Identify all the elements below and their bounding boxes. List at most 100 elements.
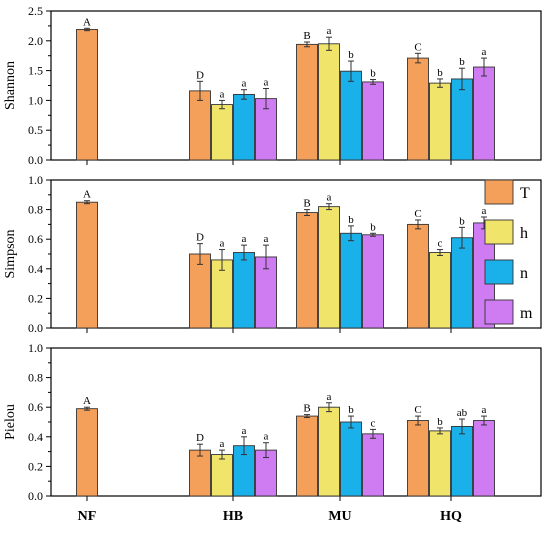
bar-mu-m <box>362 81 384 161</box>
y-tick-label: 0.0 <box>28 321 43 335</box>
y-tick-label: 0.0 <box>28 153 43 167</box>
bar-hq-n <box>451 78 473 161</box>
bar-nf-T <box>76 29 98 161</box>
bar-mu-T <box>296 212 318 329</box>
bar-hq-h <box>429 252 451 329</box>
y-tick-label: 0.8 <box>28 371 43 385</box>
significance-label: c <box>438 238 443 250</box>
significance-label: D <box>196 432 204 444</box>
significance-label: A <box>83 16 91 28</box>
bar-mu-T <box>296 415 318 497</box>
legend-label: h <box>520 225 528 242</box>
bar-hb-T <box>189 90 211 161</box>
y-tick-label: 0.5 <box>28 123 43 137</box>
bar-hb-T <box>189 449 211 497</box>
bar-mu-h <box>318 43 340 161</box>
significance-label: D <box>196 69 204 81</box>
significance-label: a <box>220 238 225 250</box>
panel-shannon: 0.0 0.5 1.0 1.5 2.0 2.5 Shannon A Da a a B a b b Cb b a <box>3 4 542 167</box>
y-tick-label: 0.6 <box>28 400 43 414</box>
y-tick-label: 1.0 <box>28 341 43 355</box>
significance-label: b <box>437 416 443 428</box>
bar-hb-h <box>211 454 233 497</box>
x-category-label: HQ <box>440 509 462 524</box>
y-axis-label: Shannon <box>3 61 18 110</box>
significance-label: b <box>348 214 354 226</box>
x-category-label: NF <box>78 509 97 524</box>
panel-simpson: 0.0 0.2 0.4 0.6 0.8 1.0 Simpson A D a a a B a b b Cc b a <box>3 173 542 335</box>
bar-mu-m <box>362 234 384 329</box>
bar-hq-h <box>429 82 451 161</box>
y-tick-label: 1.5 <box>28 64 43 78</box>
y-tick-label: 2.0 <box>28 34 43 48</box>
bar-nf-T <box>76 201 98 329</box>
bar-hq-n <box>451 237 473 329</box>
significance-label: a <box>264 76 269 88</box>
y-tick-label: 0.6 <box>28 232 43 246</box>
significance-label: A <box>83 395 91 407</box>
bar-mu-n <box>340 232 362 329</box>
bar-hq-h <box>429 430 451 497</box>
bar-mu-n <box>340 421 362 497</box>
significance-label: a <box>220 438 225 450</box>
bar-nf-T <box>76 408 98 497</box>
bar-hq-m <box>473 66 495 161</box>
legend-swatch-m <box>484 299 514 325</box>
y-tick-label: 0.2 <box>28 459 43 473</box>
bar-mu-T <box>296 43 318 161</box>
bar-mu-h <box>318 206 340 329</box>
bar-mu-n <box>340 70 362 161</box>
y-tick-label: 0.4 <box>28 262 43 276</box>
significance-label: a <box>327 391 332 403</box>
significance-label: b <box>459 215 465 227</box>
significance-label: C <box>414 41 421 53</box>
bar-hq-T <box>407 420 429 497</box>
legend-label: m <box>520 305 533 322</box>
y-tick-label: 0.2 <box>28 291 43 305</box>
significance-label: D <box>196 232 204 244</box>
y-tick-label: 0.8 <box>28 203 43 217</box>
significance-label: B <box>303 30 310 42</box>
significance-label: B <box>303 198 310 210</box>
significance-label: ab <box>457 407 468 419</box>
significance-label: c <box>371 417 376 429</box>
significance-label: b <box>370 221 376 233</box>
significance-label: a <box>327 25 332 37</box>
x-category-labels: NF HB MU HQ <box>78 509 462 524</box>
significance-label: C <box>414 208 421 220</box>
significance-label: a <box>242 233 247 245</box>
significance-label: b <box>459 56 465 68</box>
y-axis-label: Pielou <box>3 404 18 440</box>
bar-hq-m <box>473 420 495 497</box>
bar-mu-h <box>318 406 340 497</box>
significance-label: b <box>437 67 443 79</box>
significance-label: a <box>264 233 269 245</box>
y-tick-label: 0.4 <box>28 430 43 444</box>
significance-label: b <box>348 49 354 61</box>
legend-label: n <box>520 265 528 282</box>
significance-label: a <box>220 88 225 100</box>
legend-swatch-h <box>484 219 514 245</box>
legend-label: T <box>520 185 530 202</box>
significance-label: a <box>482 404 487 416</box>
significance-label: b <box>370 68 376 80</box>
significance-label: a <box>242 425 247 437</box>
y-tick-label: 0.0 <box>28 489 43 503</box>
x-category-label: HB <box>223 509 243 524</box>
bar-hq-T <box>407 223 429 329</box>
y-tick-label: 2.5 <box>28 4 43 18</box>
bar-mu-m <box>362 433 384 497</box>
y-tick-label: 1.0 <box>28 93 43 107</box>
bar-hb-n <box>233 252 255 329</box>
x-category-label: MU <box>328 509 351 524</box>
bar-hq-T <box>407 57 429 161</box>
significance-label: a <box>264 431 269 443</box>
legend-swatch-T <box>484 179 514 205</box>
significance-label: a <box>242 78 247 90</box>
bar-hq-n <box>451 425 473 497</box>
significance-label: b <box>348 404 354 416</box>
significance-label: B <box>303 403 310 415</box>
